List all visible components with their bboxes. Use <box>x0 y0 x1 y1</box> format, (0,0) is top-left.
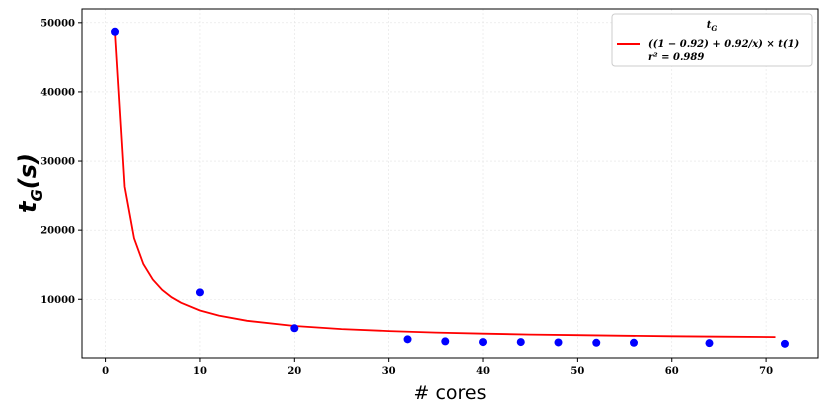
data-point <box>441 337 450 346</box>
fit-curve-line <box>114 31 776 338</box>
y-tick-label: 20000 <box>40 226 75 237</box>
y-tick-label: 40000 <box>40 87 75 98</box>
data-point <box>111 27 120 36</box>
plot-frame <box>81 8 819 359</box>
y-tick-label: 10000 <box>40 295 75 306</box>
x-tick-label: 30 <box>382 366 396 377</box>
y-axis-ticks: 10000 20000 30000 40000 50000 <box>40 18 82 306</box>
plot-content <box>111 27 789 348</box>
plot-background <box>82 9 818 358</box>
data-point <box>705 339 714 348</box>
x-axis-ticks: 0 10 20 30 40 50 60 70 <box>102 358 773 377</box>
data-point <box>290 324 299 333</box>
data-point <box>780 339 789 348</box>
data-point <box>479 338 488 347</box>
x-axis-label: # cores <box>413 382 486 404</box>
data-point <box>516 338 525 347</box>
data-point <box>630 338 638 347</box>
data-point <box>403 335 412 344</box>
y-tick-label: 30000 <box>40 157 75 168</box>
x-tick-label: 40 <box>476 366 490 377</box>
legend-line-label: ((1 − 0.92) + 0.92/x) × t(1) <box>648 39 800 50</box>
legend-box <box>611 13 813 67</box>
data-point <box>554 338 563 347</box>
x-tick-label: 10 <box>193 366 207 377</box>
data-point <box>592 338 601 347</box>
x-tick-label: 70 <box>759 366 773 377</box>
x-tick-label: 50 <box>570 366 584 377</box>
data-point <box>195 288 204 297</box>
y-tick-label: 50000 <box>40 18 75 29</box>
legend-r2-label: r² = 0.989 <box>648 52 704 63</box>
x-tick-label: 20 <box>287 366 301 377</box>
x-tick-label: 0 <box>102 366 109 377</box>
y-axis-label: tG(s) <box>14 153 46 213</box>
x-tick-label: 60 <box>665 366 679 377</box>
legend-title: tG <box>707 20 718 33</box>
legend: tG ((1 − 0.92) + 0.92/x) × t(1) r² = 0.9… <box>611 13 813 67</box>
